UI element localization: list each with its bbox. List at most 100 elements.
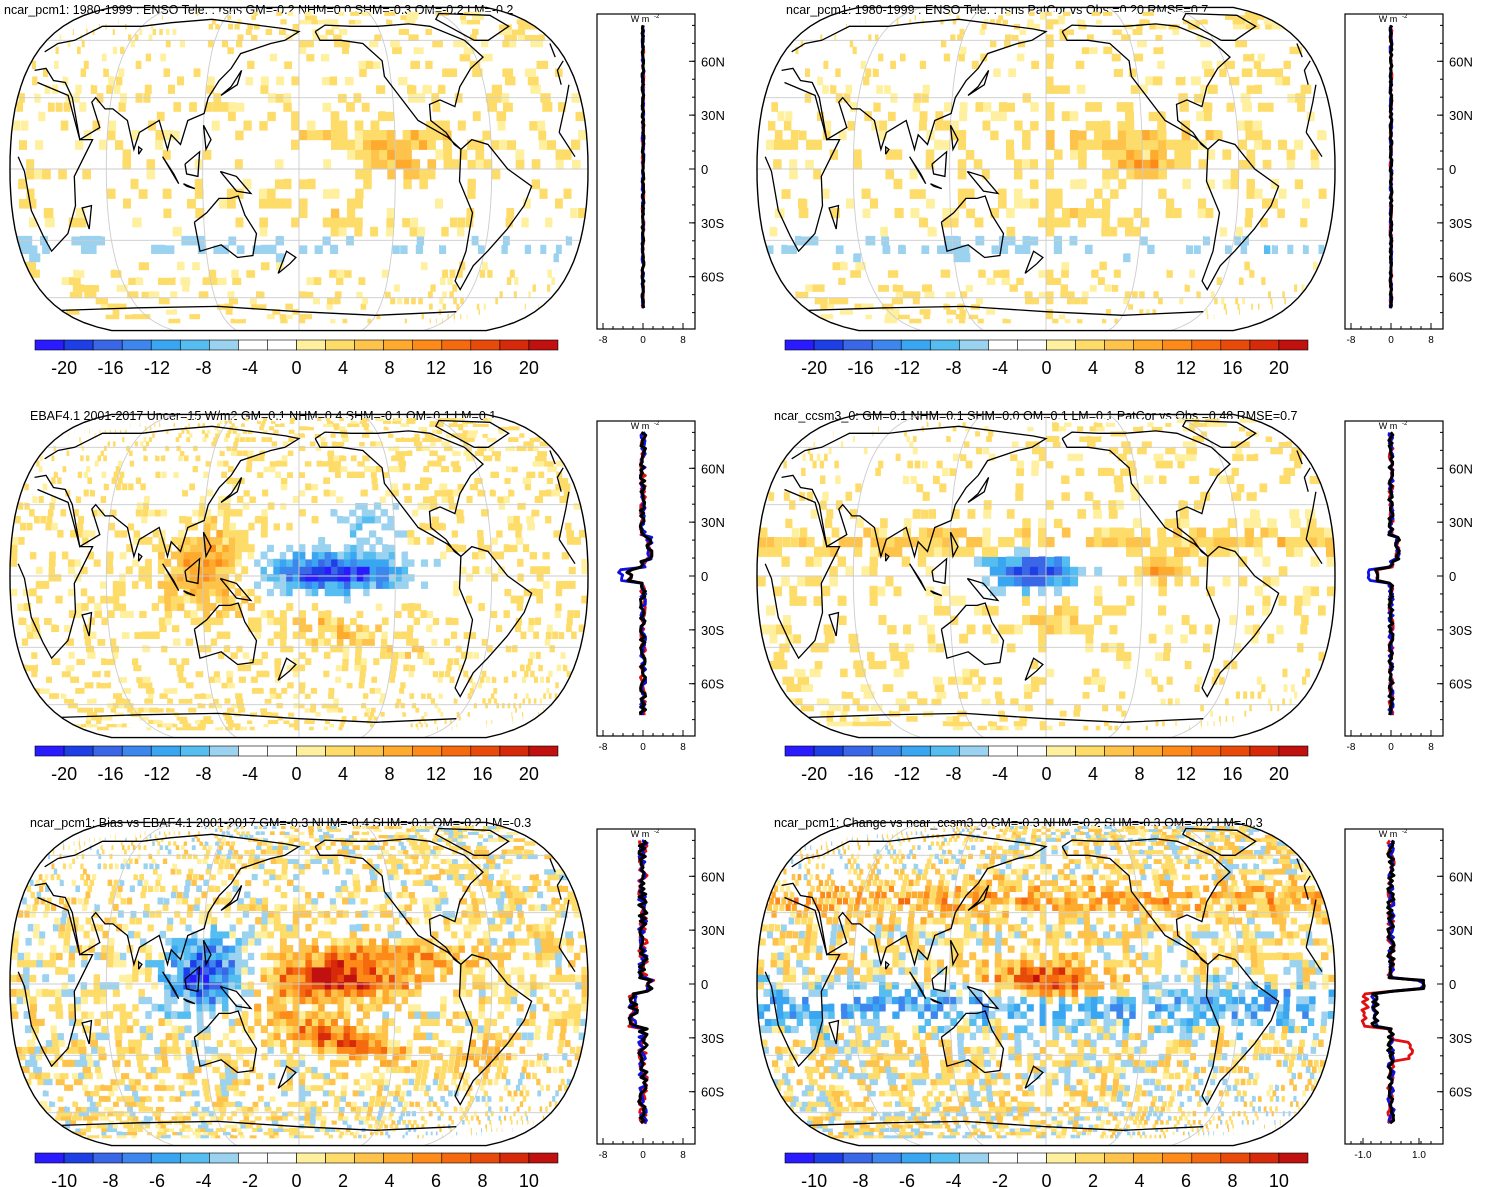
zonal-ytick-label: 30N	[1449, 108, 1473, 123]
colorbar-tick-label: 0	[1041, 358, 1051, 378]
zonal-series-blue	[1370, 839, 1425, 1125]
zonal-ytick-label: 60S	[1449, 1085, 1472, 1100]
colorbar-bin	[528, 745, 559, 757]
colorbar-tick-label: -10	[801, 1171, 827, 1187]
colorbar-bin	[92, 339, 123, 351]
colorbar-bin	[842, 745, 873, 757]
colorbar-bin	[383, 745, 414, 757]
zonal-xtick-label: 8	[1428, 742, 1434, 753]
colorbar-tick-label: 2	[1088, 1171, 1098, 1187]
colorbar-bin	[813, 339, 844, 351]
colorbar-bin	[1191, 745, 1222, 757]
zonal-ytick-label: 60N	[1449, 461, 1473, 476]
zonal-unit-label: W m	[631, 829, 650, 839]
colorbar-tick-label: 8	[384, 764, 394, 784]
colorbar-tick-label: -20	[51, 764, 77, 784]
colorbar-tick-label: 8	[384, 358, 394, 378]
colorbar-bin	[180, 339, 210, 351]
zonal-ytick-label: 60N	[701, 869, 725, 884]
colorbar-tick-label: -4	[945, 1171, 961, 1187]
zonal-ytick-label: 60N	[1449, 869, 1473, 884]
colorbar-bin	[988, 745, 1018, 757]
colorbar-bin	[813, 745, 844, 757]
colorbar-bin	[1220, 745, 1251, 757]
colorbar-tick-label: -8	[852, 1171, 868, 1187]
colorbar-tick-label: -20	[51, 358, 77, 378]
colorbar-tick-label: -8	[945, 358, 961, 378]
colorbar-bin	[1133, 745, 1164, 757]
map-panel-1	[9, 6, 589, 332]
colorbar-bin	[499, 745, 530, 757]
zonal-xtick-label: 8	[680, 335, 686, 346]
colorbar-tick-label: -12	[894, 358, 920, 378]
zonal-series-blue	[1366, 432, 1401, 716]
colorbar-tick-label: 6	[1181, 1171, 1191, 1187]
zonal-ytick-label: 30S	[701, 1031, 724, 1046]
zonal-ytick-label: 60N	[1449, 54, 1473, 69]
colorbar-bin	[842, 339, 873, 351]
colorbar-tick-label: -12	[144, 764, 170, 784]
colorbar-bin	[784, 339, 815, 351]
colorbar-bin	[267, 745, 297, 757]
zonal-unit-sup: -2	[654, 421, 660, 427]
colorbar-bin	[528, 1152, 559, 1164]
colorbar-bin	[441, 745, 472, 757]
colorbar-tick-label: 20	[1269, 764, 1289, 784]
colorbar-tick-label: 10	[1269, 1171, 1289, 1187]
colorbar-bin	[150, 339, 181, 351]
colorbar-tick-label: 8	[1134, 358, 1144, 378]
coastlines-2	[764, 12, 1323, 316]
zonal-series-red	[1375, 431, 1401, 716]
zonal-ytick-label: 30S	[1449, 623, 1472, 638]
colorbar-bin	[929, 1152, 960, 1164]
colorbar-bin	[470, 1152, 501, 1164]
colorbar-bin	[1278, 1152, 1309, 1164]
zonal-xtick-label: -8	[1347, 742, 1356, 753]
zonal-series-black	[1370, 839, 1426, 1125]
zonal-unit-label: W m	[631, 14, 650, 24]
colorbar-bin	[354, 339, 384, 351]
colorbar-tick-label: -10	[51, 1171, 77, 1187]
colorbar-tick-label: 2	[338, 1171, 348, 1187]
zonal-unit-label: W m	[1379, 421, 1398, 431]
colorbar-tick-label: -16	[847, 764, 873, 784]
zonal-xtick-label: -8	[599, 1150, 608, 1161]
colorbar-tick-label: 12	[426, 358, 446, 378]
zonal-series-black	[627, 839, 654, 1125]
colorbar-tick-label: 4	[338, 358, 348, 378]
colorbar-bin	[1162, 745, 1193, 757]
colorbar-tick-label: 0	[1041, 764, 1051, 784]
colorbar-tick-label: 8	[1134, 764, 1144, 784]
colorbar-bin	[988, 339, 1018, 351]
colorbar-bin	[1046, 745, 1076, 757]
colorbar-1: -20 -16 -12 -8 -4 0 4 8 12 16 20	[34, 339, 559, 378]
colorbar-tick-label: 8	[477, 1171, 487, 1187]
colorbar-tick-label: 12	[1176, 358, 1196, 378]
colorbar-bin	[209, 1152, 239, 1164]
colorbar-bin	[900, 745, 931, 757]
colorbar-tick-label: 20	[519, 358, 539, 378]
zonal-panel-6: W m -2 60N 30N 0 30S 60S -1.0 1.0	[1344, 828, 1473, 1161]
colorbar-bin	[470, 339, 501, 351]
colorbar-tick-label: -8	[102, 1171, 118, 1187]
map-boundary-4	[756, 413, 1336, 739]
colorbar-bin	[1104, 339, 1134, 351]
colorbar-bin	[1017, 1152, 1047, 1164]
zonal-ytick-label: 30N	[701, 515, 725, 530]
colorbar-3: -20 -16 -12 -8 -4 0 4 8 12 16 20	[34, 745, 559, 784]
zonal-ytick-label: 60S	[701, 1085, 724, 1100]
colorbar-bin	[1133, 1152, 1164, 1164]
colorbar-tick-label: 16	[1222, 358, 1242, 378]
coastlines-5	[17, 827, 576, 1131]
zonal-frame	[1344, 420, 1444, 737]
colorbar-tick-label: 16	[472, 764, 492, 784]
zonal-ytick-label: 60S	[701, 677, 724, 692]
colorbar-tick-label: 0	[1041, 1171, 1051, 1187]
colorbar-tick-label: -6	[149, 1171, 165, 1187]
zonal-xtick-label: 0	[1388, 742, 1394, 753]
colorbar-tick-label: 20	[519, 764, 539, 784]
colorbar-tick-label: -12	[894, 764, 920, 784]
colorbar-bin	[1249, 1152, 1280, 1164]
colorbar-bin	[900, 1152, 931, 1164]
colorbar-tick-label: 12	[1176, 764, 1196, 784]
